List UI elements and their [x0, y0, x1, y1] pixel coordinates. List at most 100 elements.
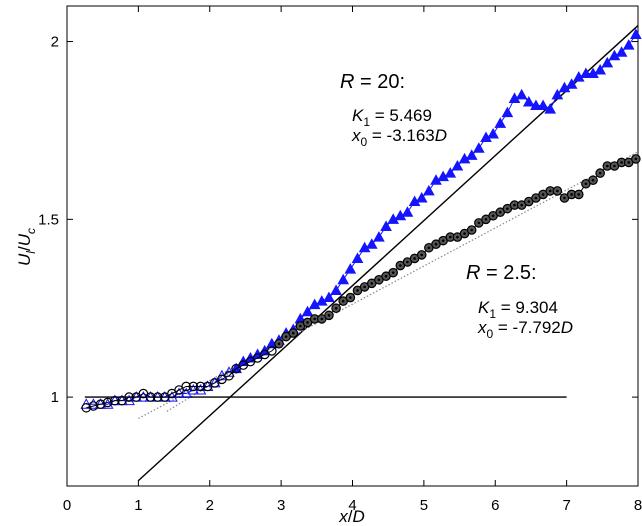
r25-data-point [181, 381, 191, 392]
r20-data-point [330, 284, 342, 295]
r20-data-point [615, 46, 628, 57]
annotation-r20-k1: K1 = 5.469 [352, 106, 432, 129]
r20-data-point [501, 106, 514, 118]
r20-data-point [601, 56, 614, 68]
r20-data-point [444, 167, 457, 178]
r25-data-point-dot [606, 164, 609, 168]
r20-data-point [494, 117, 507, 128]
r20-data-point [423, 184, 435, 196]
r25-data-point-dot [399, 264, 402, 267]
r20-data-point [337, 273, 350, 285]
r25-data-point-dot [613, 164, 616, 168]
x-axis-label-slash: / [348, 507, 353, 526]
annotation-r25: R = 2.5: K1 = 9.304 x0 = -7.792D [466, 262, 573, 341]
x-tick-label: 7 [562, 497, 570, 514]
r20-data-point [380, 220, 392, 231]
r20-data-point [551, 88, 564, 100]
y-axis-label-sub1: l [24, 251, 38, 254]
r25-data-point-dot [627, 161, 631, 164]
r25-data-point-dot [513, 203, 516, 207]
r25-data-point [124, 392, 134, 402]
r25-data-point-dot [349, 296, 352, 299]
r20-data-point [301, 305, 314, 317]
r25-data-point-dot [477, 221, 481, 225]
r25-data-point-dot [377, 278, 381, 282]
r25-data-point [224, 370, 234, 381]
r20-data-point [344, 263, 357, 274]
r25-data-point-dot [541, 193, 545, 196]
r25-data-point-dot [313, 317, 316, 321]
y-axis-label-u1: U [15, 253, 34, 266]
y-tick-label: 2 [51, 34, 59, 51]
r25-data-point-dot [527, 200, 531, 203]
r25-data-point-dot [327, 314, 331, 317]
y-tick-label: 1 [51, 389, 59, 406]
r20-data-point [622, 39, 635, 50]
y-axis-label: Ul/Uc [15, 228, 38, 266]
fit-r20 [137, 25, 639, 482]
x-tick-label: 6 [491, 497, 499, 514]
fit-r20-lower [166, 332, 296, 412]
r25-data-point-dot [570, 193, 573, 196]
r25-data-point-dot [320, 317, 324, 321]
r25-data-point-dot [277, 342, 281, 346]
r25-data-point-dot [456, 235, 459, 239]
r25-data-point-dot [563, 196, 566, 200]
r25-data-point [188, 381, 199, 392]
r20-data-point [580, 67, 592, 79]
r25-data-point-dot [441, 239, 445, 242]
x-tick-label: 3 [277, 497, 285, 514]
r20-data-point [472, 142, 485, 153]
r20-data-point [630, 28, 642, 39]
r25-data-point [110, 395, 120, 406]
r25-data-point [267, 346, 277, 356]
r25-data-point-dot [506, 207, 509, 210]
x-tick-label: 4 [348, 497, 356, 514]
r25-data-point-dot [299, 324, 302, 328]
annotation-r20: R = 20: K1 = 5.469 x0 = -3.163D [340, 71, 447, 149]
r25-data-point [195, 381, 206, 392]
r25-data-point-dot [598, 171, 602, 175]
r25-data-point [102, 397, 113, 408]
r25-data-point-dot [498, 210, 502, 214]
r20-data-point [465, 149, 478, 160]
x-tick-label: 0 [63, 497, 71, 514]
r25-data-point-dot [463, 232, 466, 235]
r20-data-point [522, 95, 535, 107]
annotation-r25-x0: x0 = -7.792D [477, 318, 573, 341]
y-axis-label-slash: / [15, 246, 34, 251]
r25-data-point-dot [363, 285, 366, 289]
r25-data-line [86, 158, 637, 409]
x-axis-label: x/D [338, 507, 365, 526]
r20-data-point [373, 231, 385, 242]
y-axis-label-u2: U [15, 233, 34, 246]
r20-data-point [515, 88, 528, 100]
r20-data-point [415, 191, 428, 203]
x-axis-label-d: D [352, 507, 364, 526]
y-tick-label: 1.5 [38, 211, 59, 228]
r25-data-point-dot [577, 193, 581, 196]
r25-data-point [88, 401, 99, 411]
r20-data-point [544, 103, 557, 114]
annotation-r25-heading: R = 2.5: [466, 262, 537, 284]
r25-data-point-dot [491, 214, 495, 218]
r25-data-point-dot [413, 257, 416, 260]
r25-data-point-dot [448, 235, 452, 239]
x-tick-label: 8 [634, 497, 642, 514]
r20-data-point [451, 159, 464, 171]
x-axis-label-x: x [338, 507, 348, 526]
annotation-r20-heading: R = 20: [340, 71, 405, 93]
r25-data-point-dot [470, 228, 473, 232]
annotation-r25-k1: K1 = 9.304 [478, 298, 558, 321]
r20-data-point [323, 291, 335, 303]
r25-data-point-dot [384, 274, 388, 278]
r25-data-point [95, 399, 106, 410]
r20-data-point [530, 99, 542, 111]
r20-data-point [487, 127, 499, 139]
r25-data-point-dot [306, 321, 309, 324]
r25-data-point-dot [520, 203, 523, 207]
r25-data-point-dot [591, 178, 595, 182]
series-layer [80, 28, 642, 413]
r25-data-point-dot [356, 289, 359, 292]
